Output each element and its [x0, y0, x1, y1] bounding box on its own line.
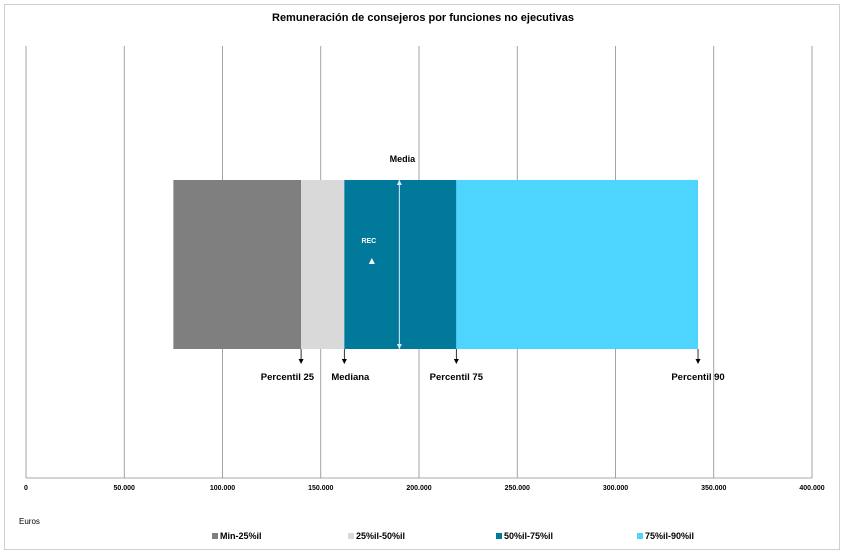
marker-arrow-2: [453, 359, 459, 364]
legend-label-2: 50%il-75%il: [504, 531, 554, 541]
media-arrow-bottom: [396, 344, 402, 349]
marker-label-3: Percentil 90: [671, 372, 724, 383]
legend-item-0: Min-25%il: [212, 531, 262, 541]
legend-swatch-0: [212, 533, 218, 539]
legend-label-0: Min-25%il: [220, 531, 262, 541]
bar-segment-1: [301, 180, 345, 349]
bar-segment-0: [173, 180, 302, 349]
unit-label: Euros: [19, 517, 40, 526]
marker-arrow-3: [695, 359, 701, 364]
x-tick-label-6: 300.000: [603, 485, 628, 492]
legend-label-1: 25%il-50%il: [356, 531, 406, 541]
chart-title: Remuneración de consejeros por funciones…: [272, 12, 574, 24]
bar-segment-2: [344, 180, 457, 349]
marker-label-0: Percentil 25: [261, 372, 315, 383]
x-tick-label-1: 50.000: [114, 485, 136, 492]
legend-item-2: 50%il-75%il: [496, 531, 553, 541]
x-tick-label-7: 350.000: [701, 485, 726, 492]
legend-swatch-3: [637, 533, 643, 539]
x-tick-label-8: 400.000: [799, 485, 824, 492]
marker-label-2: Percentil 75: [430, 372, 484, 383]
marker-arrow-0: [298, 359, 304, 364]
chart-frame: [4, 4, 840, 550]
marker-arrow-1: [341, 359, 347, 364]
rec-label: REC: [361, 238, 376, 245]
legend-item-1: 25%il-50%il: [348, 531, 405, 541]
rec-marker: [368, 258, 375, 264]
legend-swatch-2: [496, 533, 502, 539]
x-tick-label-5: 250.000: [505, 485, 530, 492]
x-tick-label-3: 150.000: [308, 485, 333, 492]
legend-label-3: 75%il-90%il: [645, 531, 695, 541]
bar-segment-3: [456, 180, 699, 349]
x-tick-label-0: 0: [24, 485, 28, 492]
x-tick-label-2: 100.000: [210, 485, 235, 492]
x-tick-label-4: 200.000: [406, 485, 431, 492]
media-arrow-top: [396, 180, 402, 185]
marker-label-1: Mediana: [331, 372, 370, 383]
media-label: Media: [390, 154, 417, 164]
legend-item-3: 75%il-90%il: [637, 531, 694, 541]
legend: Min-25%il 25%il-50%il 50%il-75%il 75%il-90%…: [0, 531, 846, 545]
legend-swatch-1: [348, 533, 354, 539]
